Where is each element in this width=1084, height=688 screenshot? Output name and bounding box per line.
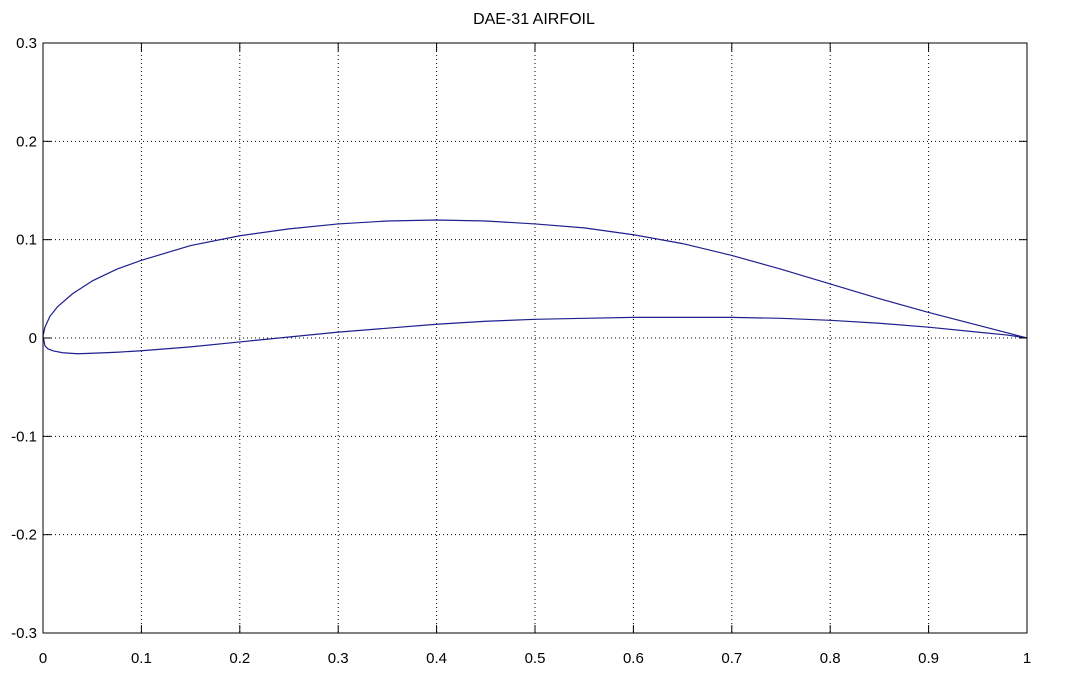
x-tick-label: 0.8 xyxy=(820,650,841,667)
grid xyxy=(43,43,1027,633)
x-tick-label: 0.5 xyxy=(525,650,546,667)
y-tick-label: 0.2 xyxy=(16,133,37,150)
x-tick-label: 0.2 xyxy=(229,650,250,667)
y-tick-label: -0.1 xyxy=(11,428,37,445)
y-tick-label: 0.3 xyxy=(16,35,37,52)
y-tick-label: 0 xyxy=(29,330,37,347)
x-tick-label: 1 xyxy=(1023,650,1031,667)
x-tick-label: 0.3 xyxy=(328,650,349,667)
chart-title: DAE-31 AIRFOIL xyxy=(473,11,595,28)
x-tick-label: 0.1 xyxy=(131,650,152,667)
x-tick-label: 0.4 xyxy=(426,650,447,667)
y-tick-label: 0.1 xyxy=(16,232,37,249)
ticks: 0 0.1 0.2 0.3 0.4 0.5 0.6 0.7 0.8 0.9 1 -0.3 -0.2 -0.… xyxy=(11,35,1031,667)
x-tick-label: 0.6 xyxy=(623,650,644,667)
x-tick-label: 0.7 xyxy=(721,650,742,667)
y-tick-label: -0.3 xyxy=(11,625,37,642)
series-layer xyxy=(42,219,1028,355)
x-tick-label: 0.9 xyxy=(918,650,939,667)
x-tick-label: 0 xyxy=(39,650,47,667)
airfoil-profile-line xyxy=(42,219,1028,355)
y-tick-label: -0.2 xyxy=(11,527,37,544)
